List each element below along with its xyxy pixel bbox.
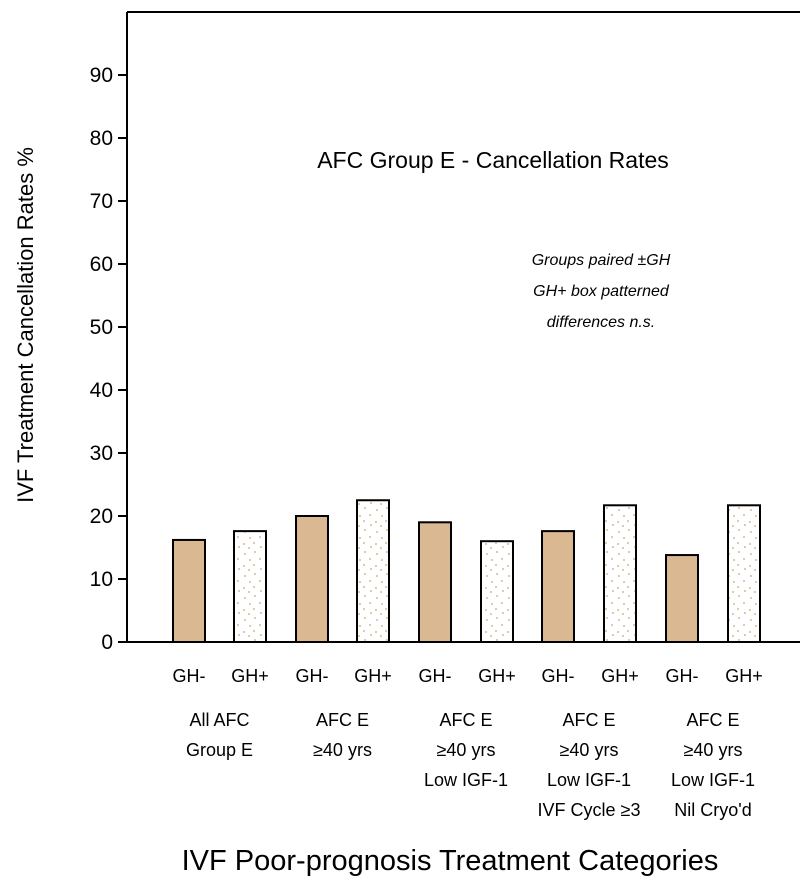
y-tick-label: 50 bbox=[90, 316, 113, 339]
x-axis-labels: GH- GH+ GH- GH+ GH- GH+ GH- GH+ GH- GH+ bbox=[173, 666, 763, 686]
x-category-label: GH- bbox=[542, 666, 575, 686]
bar-gh-plus bbox=[603, 504, 637, 644]
y-tick-label: 90 bbox=[90, 64, 113, 87]
y-axis-title: IVF Treatment Cancellation Rates % bbox=[13, 147, 38, 503]
group-label-line: AFC E bbox=[686, 710, 739, 730]
group-label-line: AFC E bbox=[562, 710, 615, 730]
y-tick-label: 40 bbox=[90, 379, 113, 402]
bar-gh-plus bbox=[727, 504, 761, 644]
x-category-label: GH+ bbox=[231, 666, 269, 686]
bar-gh-minus bbox=[418, 521, 452, 643]
x-axis-title: IVF Poor-prognosis Treatment Categories bbox=[182, 845, 719, 877]
y-tick-label: 20 bbox=[90, 505, 113, 528]
group-label-line: Low IGF-1 bbox=[671, 770, 755, 790]
group-label-line: ≥40 yrs bbox=[560, 740, 619, 760]
bar-gh-minus bbox=[665, 554, 699, 643]
group-label-line: AFC E bbox=[439, 710, 492, 730]
annotation-ns: differences n.s. bbox=[547, 314, 656, 331]
x-category-label: GH+ bbox=[478, 666, 516, 686]
bars-group bbox=[172, 499, 761, 644]
x-category-label: GH- bbox=[419, 666, 452, 686]
x-category-label: GH- bbox=[666, 666, 699, 686]
y-tick-label: 60 bbox=[90, 253, 113, 276]
x-category-label: GH+ bbox=[725, 666, 763, 686]
bar-gh-minus bbox=[172, 538, 206, 643]
group-label-line: Nil Cryo'd bbox=[674, 800, 751, 820]
x-category-label: GH+ bbox=[354, 666, 392, 686]
group-label-line: ≥40 yrs bbox=[313, 740, 372, 760]
group-label-line: ≥40 yrs bbox=[437, 740, 496, 760]
bar-gh-minus bbox=[295, 515, 329, 643]
y-tick-label: 30 bbox=[90, 442, 113, 465]
bar-gh-plus bbox=[480, 540, 514, 644]
group-label-line: Group E bbox=[186, 740, 253, 760]
chart-title: AFC Group E - Cancellation Rates bbox=[317, 147, 669, 173]
group-label-line: ≥40 yrs bbox=[684, 740, 743, 760]
x-category-label: GH- bbox=[296, 666, 329, 686]
group-label-line: All AFC bbox=[189, 710, 249, 730]
y-tick-label: 80 bbox=[90, 127, 113, 150]
bar-gh-plus bbox=[356, 499, 390, 643]
bar-gh-plus bbox=[233, 530, 267, 643]
bar-gh-minus bbox=[541, 530, 575, 643]
group-labels: All AFC Group E AFC E ≥40 yrs AFC E ≥40 yrs Lo… bbox=[186, 710, 755, 820]
y-tick-label: 70 bbox=[90, 190, 113, 213]
group-label-line: IVF Cycle ≥3 bbox=[538, 800, 641, 820]
annotation-paired: Groups paired ±GH bbox=[532, 252, 671, 269]
y-tick-label: 0 bbox=[101, 631, 113, 654]
group-label-line: AFC E bbox=[316, 710, 369, 730]
y-tick-label: 10 bbox=[90, 568, 113, 591]
plot-frame bbox=[126, 11, 800, 643]
annotation-patterned: GH+ box patterned bbox=[533, 283, 670, 300]
x-category-label: GH- bbox=[173, 666, 206, 686]
group-label-line: Low IGF-1 bbox=[424, 770, 508, 790]
x-category-label: GH+ bbox=[601, 666, 639, 686]
y-axis-ticks: 0 10 20 30 40 50 60 70 80 90 bbox=[90, 64, 127, 654]
group-label-line: Low IGF-1 bbox=[547, 770, 631, 790]
